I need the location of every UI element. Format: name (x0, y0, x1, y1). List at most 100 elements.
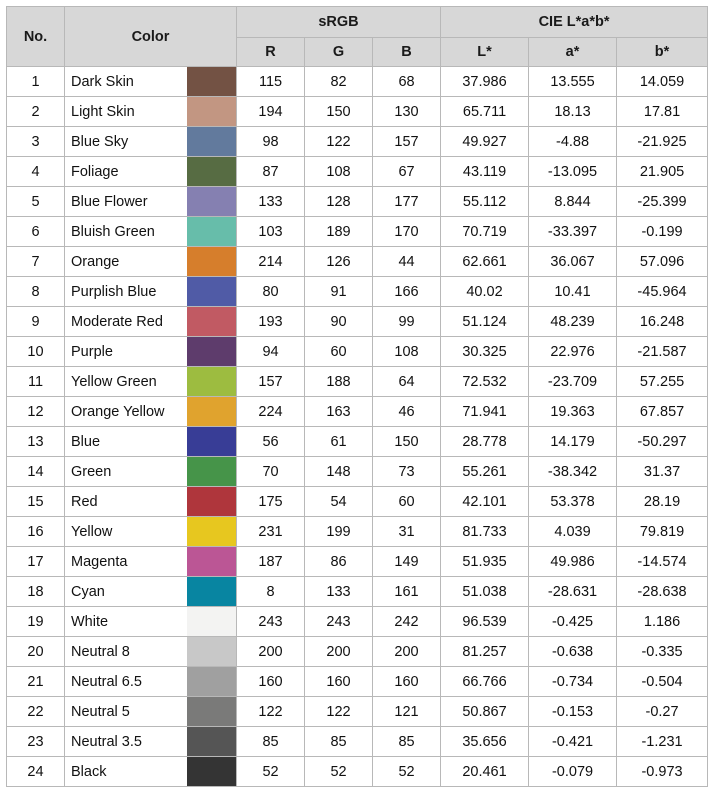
color-swatch (186, 607, 237, 636)
table-row: 18 Cyan 8 133 161 51.038 -28.631 -28.638 (6, 576, 709, 607)
table-row: 12 Orange Yellow 224 163 46 71.941 19.363 67.85… (6, 396, 709, 427)
cell-b-star: 14.059 (616, 66, 709, 97)
cell-color-name: Purple (64, 336, 187, 367)
cell-b-star: -0.335 (616, 636, 709, 667)
cell-r: 8 (236, 576, 306, 607)
cell-a-star: 14.179 (528, 426, 618, 457)
color-swatch (186, 667, 237, 696)
cell-g: 122 (304, 696, 374, 727)
cell-b-star: 16.248 (616, 306, 709, 337)
cell-swatch (186, 156, 238, 187)
cell-g: 189 (304, 216, 374, 247)
table-row: 24 Black 52 52 52 20.461 -0.079 -0.973 (6, 756, 709, 787)
cell-b: 85 (372, 726, 442, 757)
cell-no: 10 (6, 336, 65, 367)
cell-b: 157 (372, 126, 442, 157)
cell-l-star: 71.941 (440, 396, 530, 427)
cell-a-star: 4.039 (528, 516, 618, 547)
color-swatch (186, 397, 237, 426)
color-swatch (186, 67, 237, 96)
cell-no: 5 (6, 186, 65, 217)
cell-g: 163 (304, 396, 374, 427)
cell-r: 157 (236, 366, 306, 397)
cell-r: 85 (236, 726, 306, 757)
cell-swatch (186, 666, 238, 697)
cell-no: 17 (6, 546, 65, 577)
cell-a-star: -38.342 (528, 456, 618, 487)
cell-g: 188 (304, 366, 374, 397)
table-row: 6 Bluish Green 103 189 170 70.719 -33.397 -0.19… (6, 216, 709, 247)
cell-b: 46 (372, 396, 442, 427)
cell-g: 82 (304, 66, 374, 97)
table-row: 15 Red 175 54 60 42.101 53.378 28.19 (6, 486, 709, 517)
cell-b-star: 57.255 (616, 366, 709, 397)
cell-b: 130 (372, 96, 442, 127)
cell-no: 13 (6, 426, 65, 457)
cell-a-star: -23.709 (528, 366, 618, 397)
header-r: R (236, 37, 306, 67)
table-row: 21 Neutral 6.5 160 160 160 66.766 -0.734 -0.504 (6, 666, 709, 697)
cell-l-star: 20.461 (440, 756, 530, 787)
cell-r: 243 (236, 606, 306, 637)
cell-b: 161 (372, 576, 442, 607)
cell-color-name: Bluish Green (64, 216, 187, 247)
color-swatch (186, 367, 237, 396)
cell-b-star: 21.905 (616, 156, 709, 187)
cell-l-star: 42.101 (440, 486, 530, 517)
cell-b: 150 (372, 426, 442, 457)
cell-color-name: White (64, 606, 187, 637)
cell-g: 52 (304, 756, 374, 787)
cell-a-star: -4.88 (528, 126, 618, 157)
color-swatch (186, 427, 237, 456)
cell-g: 199 (304, 516, 374, 547)
cell-a-star: 53.378 (528, 486, 618, 517)
cell-color-name: Neutral 6.5 (64, 666, 187, 697)
cell-color-name: Yellow Green (64, 366, 187, 397)
cell-r: 56 (236, 426, 306, 457)
cell-g: 243 (304, 606, 374, 637)
cell-l-star: 72.532 (440, 366, 530, 397)
cell-b-star: 67.857 (616, 396, 709, 427)
cell-b-star: -0.504 (616, 666, 709, 697)
cell-l-star: 49.927 (440, 126, 530, 157)
cell-r: 115 (236, 66, 306, 97)
cell-a-star: -13.095 (528, 156, 618, 187)
cell-swatch (186, 456, 238, 487)
cell-b: 242 (372, 606, 442, 637)
cell-l-star: 65.711 (440, 96, 530, 127)
cell-b-star: -0.973 (616, 756, 709, 787)
cell-a-star: -28.631 (528, 576, 618, 607)
cell-b: 64 (372, 366, 442, 397)
cell-swatch (186, 486, 238, 517)
cell-b-star: -28.638 (616, 576, 709, 607)
cell-swatch (186, 396, 238, 427)
cell-no: 12 (6, 396, 65, 427)
cell-no: 6 (6, 216, 65, 247)
cell-r: 160 (236, 666, 306, 697)
cell-l-star: 50.867 (440, 696, 530, 727)
cell-l-star: 62.661 (440, 246, 530, 277)
cell-no: 15 (6, 486, 65, 517)
color-swatch (186, 247, 237, 276)
cell-b: 73 (372, 456, 442, 487)
table-row: 22 Neutral 5 122 122 121 50.867 -0.153 -0.27 (6, 696, 709, 727)
cell-r: 87 (236, 156, 306, 187)
cell-color-name: Purplish Blue (64, 276, 187, 307)
cell-no: 4 (6, 156, 65, 187)
cell-g: 128 (304, 186, 374, 217)
header-b-star: b* (616, 37, 709, 67)
cell-b-star: -14.574 (616, 546, 709, 577)
cell-swatch (186, 726, 238, 757)
cell-g: 122 (304, 126, 374, 157)
cell-no: 2 (6, 96, 65, 127)
cell-b: 166 (372, 276, 442, 307)
color-swatch (186, 487, 237, 516)
cell-a-star: -0.421 (528, 726, 618, 757)
cell-b-star: -1.231 (616, 726, 709, 757)
cell-color-name: Neutral 3.5 (64, 726, 187, 757)
cell-a-star: -0.734 (528, 666, 618, 697)
cell-g: 86 (304, 546, 374, 577)
cell-a-star: -0.425 (528, 606, 618, 637)
cell-swatch (186, 636, 238, 667)
cell-b: 67 (372, 156, 442, 187)
